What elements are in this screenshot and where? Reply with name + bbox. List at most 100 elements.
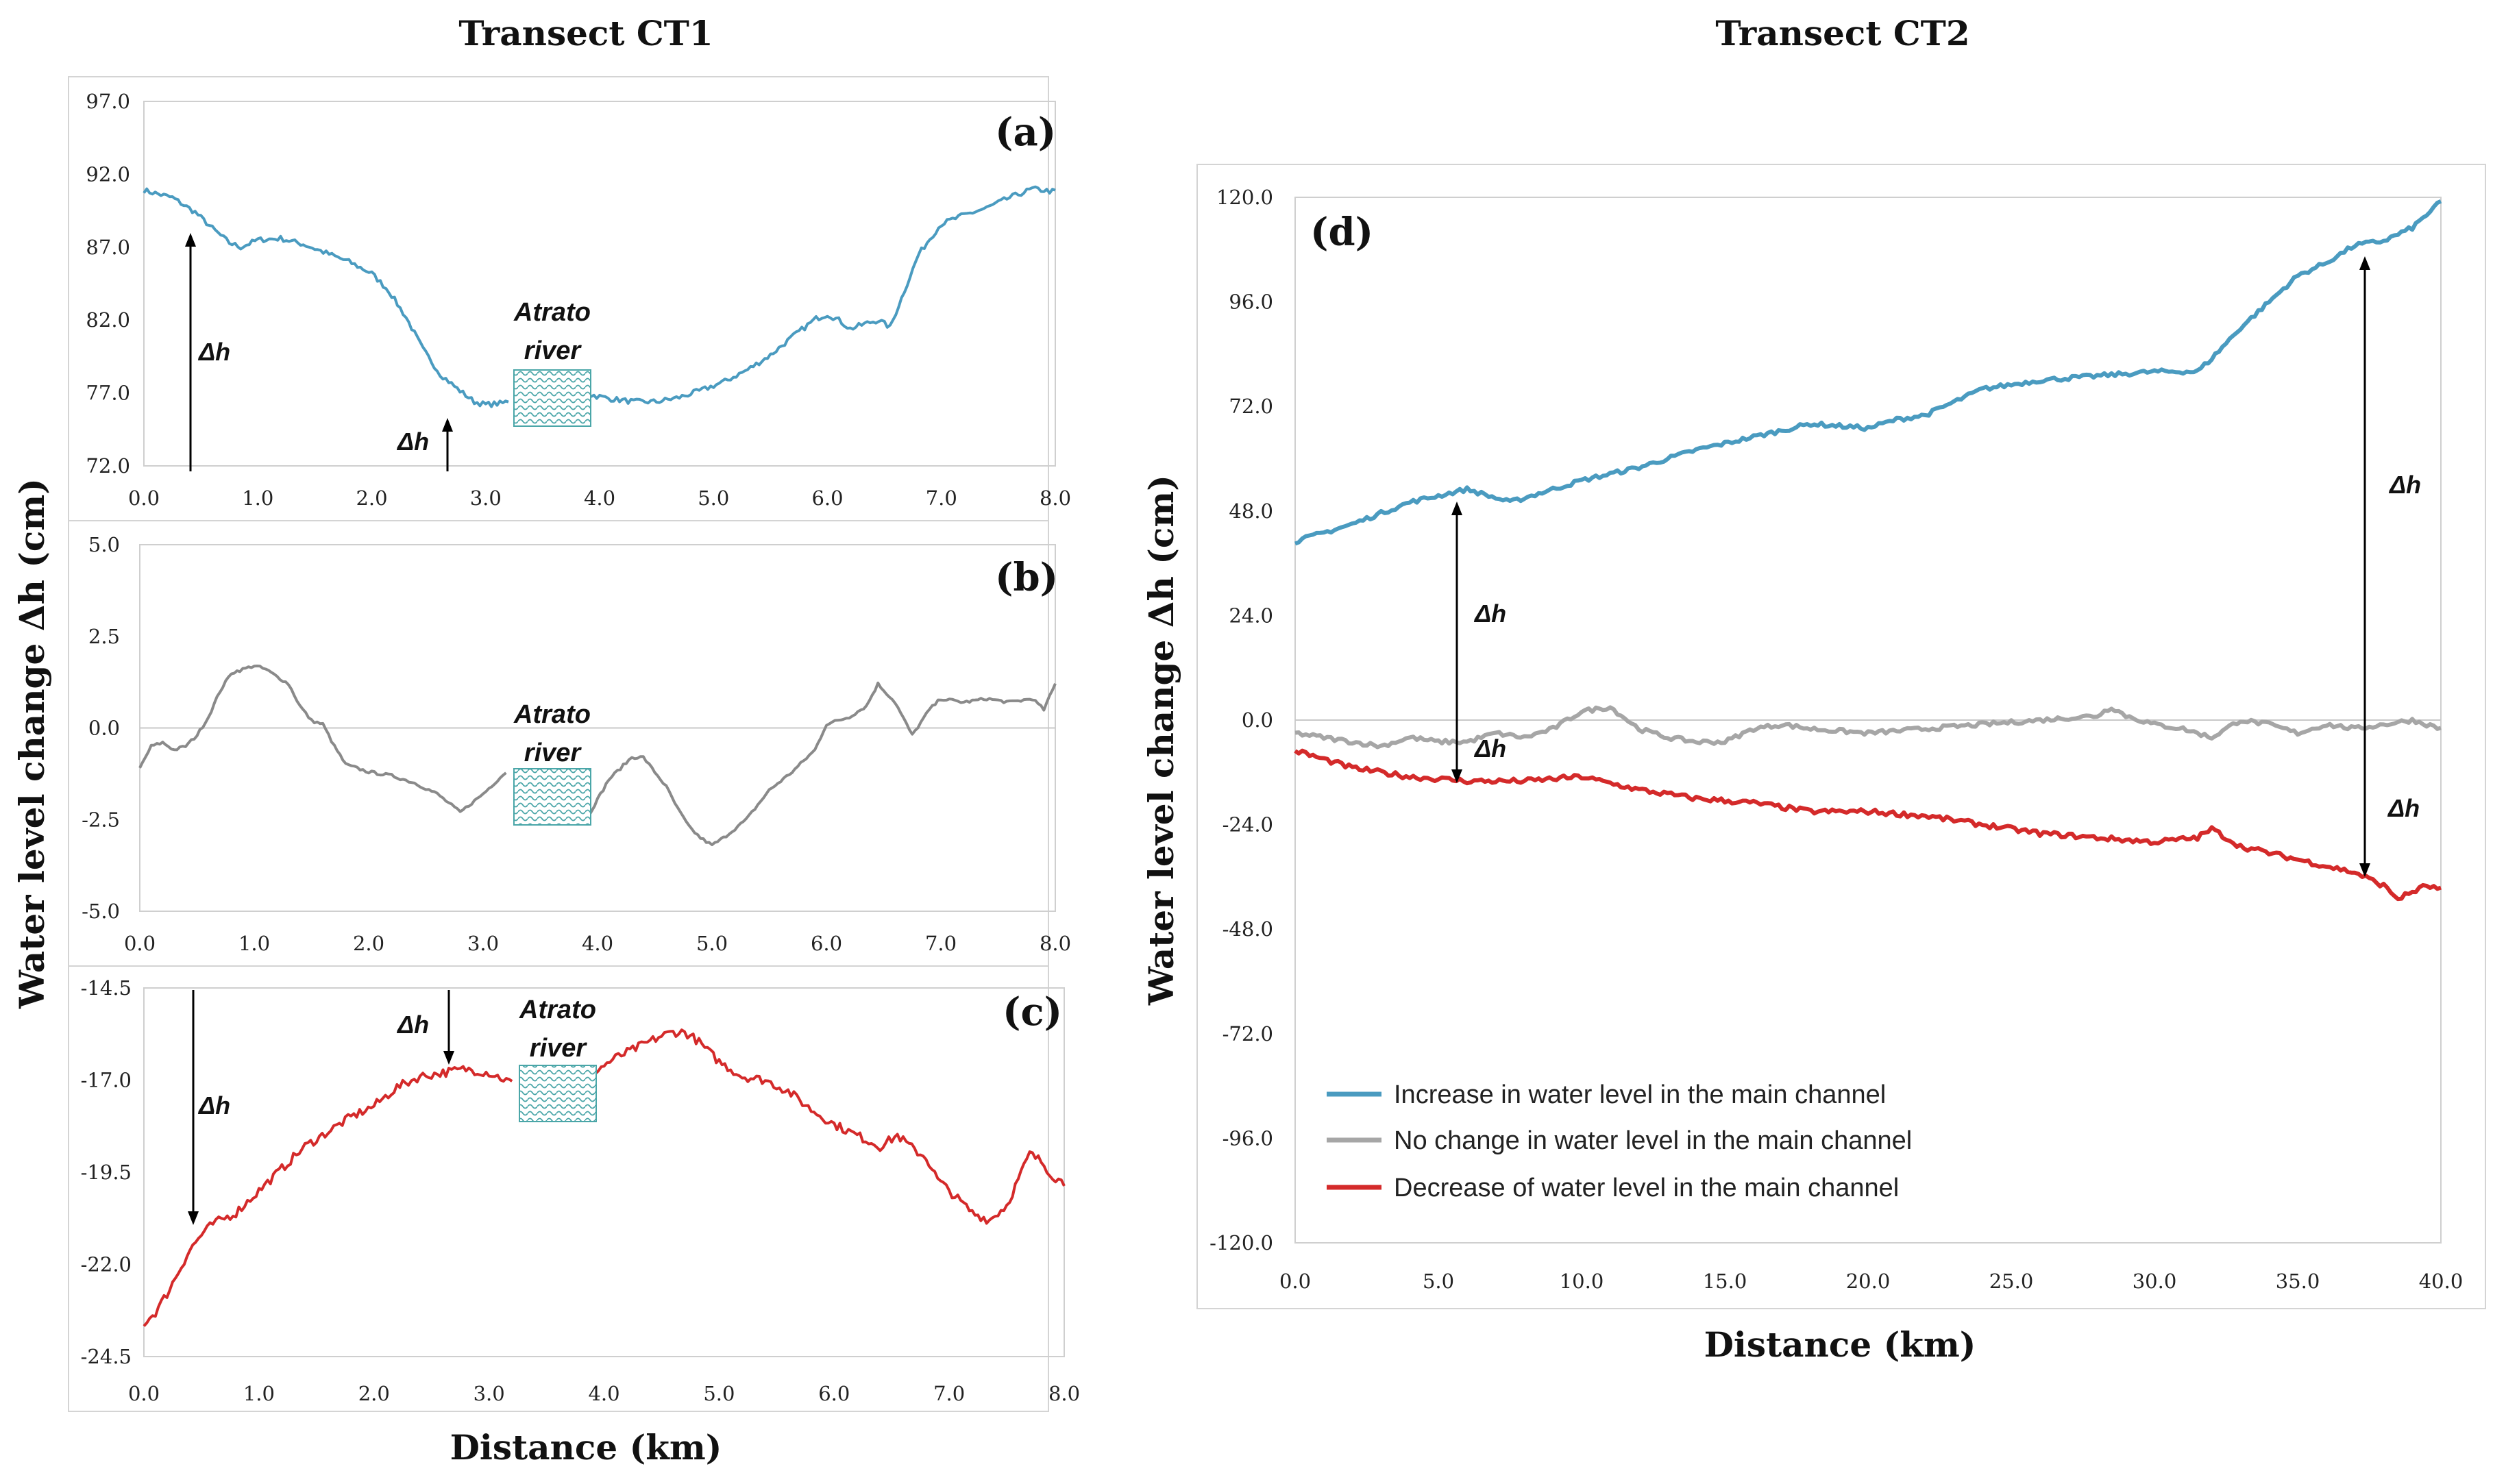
ytick-label-c: -24.5 bbox=[81, 1345, 132, 1368]
xtick-label-a: 2.0 bbox=[356, 486, 387, 510]
legend-label-no-change: No change in water level in the main cha… bbox=[1394, 1126, 1912, 1155]
river-hatch-a bbox=[513, 369, 591, 427]
ytick-label-c: -19.5 bbox=[81, 1161, 132, 1184]
series-line-c-0-0 bbox=[143, 1065, 513, 1327]
ytick-label-a: 82.0 bbox=[86, 308, 130, 332]
dh-arrow-c1-head bbox=[188, 1211, 199, 1225]
xtick-label-b: 7.0 bbox=[925, 932, 957, 955]
xtick-label-d: 0.0 bbox=[1279, 1270, 1311, 1293]
river-label-b-line2: river bbox=[524, 739, 582, 767]
xtick-label-c: 7.0 bbox=[933, 1382, 965, 1405]
xtick-label-b: 5.0 bbox=[696, 932, 728, 955]
plot-area-c bbox=[143, 987, 1065, 1357]
dh-label-d1: Δh bbox=[1473, 599, 1506, 628]
ylabel-right: Water level change Δh (cm) bbox=[1141, 475, 1181, 1006]
xtick-label-d: 25.0 bbox=[1989, 1270, 2034, 1293]
xtick-label-b: 8.0 bbox=[1040, 932, 1071, 955]
ytick-label-a: 72.0 bbox=[86, 454, 130, 478]
series-line-a-0-1 bbox=[587, 185, 1056, 405]
dh-arrow-a1-head bbox=[185, 233, 196, 247]
river-marker-b: Atrato river bbox=[513, 700, 591, 826]
legend-label-decrease: Decrease of water level in the main chan… bbox=[1394, 1174, 1899, 1202]
ytick-label-d: -72.0 bbox=[1223, 1022, 1273, 1046]
ytick-label-b: -2.5 bbox=[82, 808, 120, 831]
panel-d-border bbox=[1196, 164, 2486, 1309]
xtick-label-c: 2.0 bbox=[358, 1382, 390, 1405]
dh-label-d3: Δh bbox=[2388, 471, 2421, 499]
xtick-label-a: 0.0 bbox=[128, 486, 160, 510]
xtick-label-b: 4.0 bbox=[582, 932, 613, 955]
panel-label-c: (c) bbox=[1003, 989, 1062, 1035]
panel-d-chart: 0.0 5.0 10.0 15.0 20.0 25.0 30.0 35.0 40.0 -120.0… bbox=[1209, 186, 2463, 1293]
ytick-label-d: 48.0 bbox=[1229, 499, 1273, 523]
river-label-a-line1: Atrato bbox=[513, 298, 591, 327]
dh-arrow-d2-head-down bbox=[2359, 863, 2370, 877]
dh-arrow-a2-head bbox=[442, 418, 453, 432]
ytick-label-b: 2.5 bbox=[88, 625, 120, 648]
ytick-label-d: 96.0 bbox=[1229, 290, 1273, 314]
xtick-label-b: 3.0 bbox=[467, 932, 499, 955]
ytick-label-b: -5.0 bbox=[82, 900, 120, 923]
xtick-label-b: 6.0 bbox=[811, 932, 842, 955]
xtick-label-a: 8.0 bbox=[1040, 486, 1071, 510]
ytick-label-d: -120.0 bbox=[1209, 1231, 1273, 1254]
ytick-label-b: 0.0 bbox=[88, 717, 120, 740]
dh-arrow-d1-head-down bbox=[1451, 769, 1462, 783]
panel-c-chart: 0.0 1.0 2.0 3.0 4.0 5.0 6.0 7.0 8.0 -24.5 -22.0 -19… bbox=[81, 976, 1080, 1405]
dh-arrows-a: Δh Δh bbox=[185, 233, 453, 471]
ytick-label-d: -96.0 bbox=[1223, 1126, 1273, 1150]
ytick-label-b: 5.0 bbox=[88, 533, 120, 556]
ytick-label-a: 77.0 bbox=[86, 382, 130, 405]
ytick-label-a: 87.0 bbox=[86, 236, 130, 259]
dh-label-a1: Δh bbox=[197, 338, 230, 366]
title-transect-ct2: Transect CT2 bbox=[1715, 13, 1969, 53]
ytick-label-d: 72.0 bbox=[1229, 395, 1273, 418]
xtick-label-a: 3.0 bbox=[470, 486, 502, 510]
ylabel-left: Water level change Δh (cm) bbox=[12, 478, 52, 1009]
dh-arrow-d1-head-up bbox=[1451, 502, 1462, 515]
xtick-label-b: 1.0 bbox=[238, 932, 270, 955]
ytick-label-a: 97.0 bbox=[86, 90, 130, 113]
xtick-label-a: 4.0 bbox=[584, 486, 615, 510]
xtick-label-d: 35.0 bbox=[2276, 1270, 2320, 1293]
panel-label-b: (b) bbox=[995, 555, 1058, 600]
river-marker-a: Atrato river bbox=[513, 298, 591, 427]
xtick-label-a: 1.0 bbox=[242, 486, 273, 510]
ytick-label-d: -24.0 bbox=[1223, 813, 1273, 837]
ytick-label-c: -14.5 bbox=[81, 976, 132, 1000]
series-line-b-0-0 bbox=[138, 665, 507, 813]
river-hatch-c bbox=[519, 1065, 597, 1122]
xtick-label-c: 6.0 bbox=[818, 1382, 850, 1405]
title-transect-ct1: Transect CT1 bbox=[458, 13, 713, 53]
xtick-label-c: 5.0 bbox=[703, 1382, 735, 1405]
series-line-b-0-1 bbox=[585, 681, 1057, 846]
dh-label-a2: Δh bbox=[396, 428, 429, 456]
dh-label-c2: Δh bbox=[396, 1011, 429, 1039]
dh-label-c1: Δh bbox=[197, 1091, 230, 1120]
legend-label-increase: Increase in water level in the main chan… bbox=[1394, 1080, 1886, 1109]
xlabel-right: Distance (km) bbox=[1704, 1324, 1976, 1365]
xtick-label-d: 10.0 bbox=[1560, 1270, 1604, 1293]
xtick-label-d: 20.0 bbox=[1846, 1270, 1891, 1293]
river-label-b-line1: Atrato bbox=[513, 700, 591, 729]
series-line-a-0-0 bbox=[143, 187, 509, 408]
series-line-d-2-0 bbox=[1294, 748, 2442, 902]
ytick-label-d: 24.0 bbox=[1229, 604, 1273, 627]
ytick-label-d: -48.0 bbox=[1223, 917, 1273, 941]
ytick-label-d: 120.0 bbox=[1216, 186, 1273, 209]
xlabel-left: Distance (km) bbox=[450, 1427, 722, 1468]
panel-label-a: (a) bbox=[995, 110, 1056, 155]
dh-label-d4: Δh bbox=[2387, 794, 2420, 822]
series-line-d-1-0 bbox=[1294, 705, 2442, 750]
xtick-label-b: 2.0 bbox=[353, 932, 384, 955]
xtick-label-c: 8.0 bbox=[1048, 1382, 1080, 1405]
river-label-c-line2: river bbox=[530, 1034, 588, 1063]
river-label-c-line1: Atrato bbox=[519, 995, 596, 1024]
dh-arrows-c: Δh Δh bbox=[188, 990, 454, 1225]
panel-a-chart: 0.0 1.0 2.0 3.0 4.0 5.0 6.0 7.0 8.0 72.0 77.0 82.0 8… bbox=[86, 90, 1071, 510]
river-label-a-line2: river bbox=[524, 336, 582, 365]
series-line-c-0-1 bbox=[591, 1028, 1066, 1225]
ytick-label-c: -22.0 bbox=[81, 1253, 132, 1276]
panel-c-border bbox=[68, 965, 1049, 1412]
